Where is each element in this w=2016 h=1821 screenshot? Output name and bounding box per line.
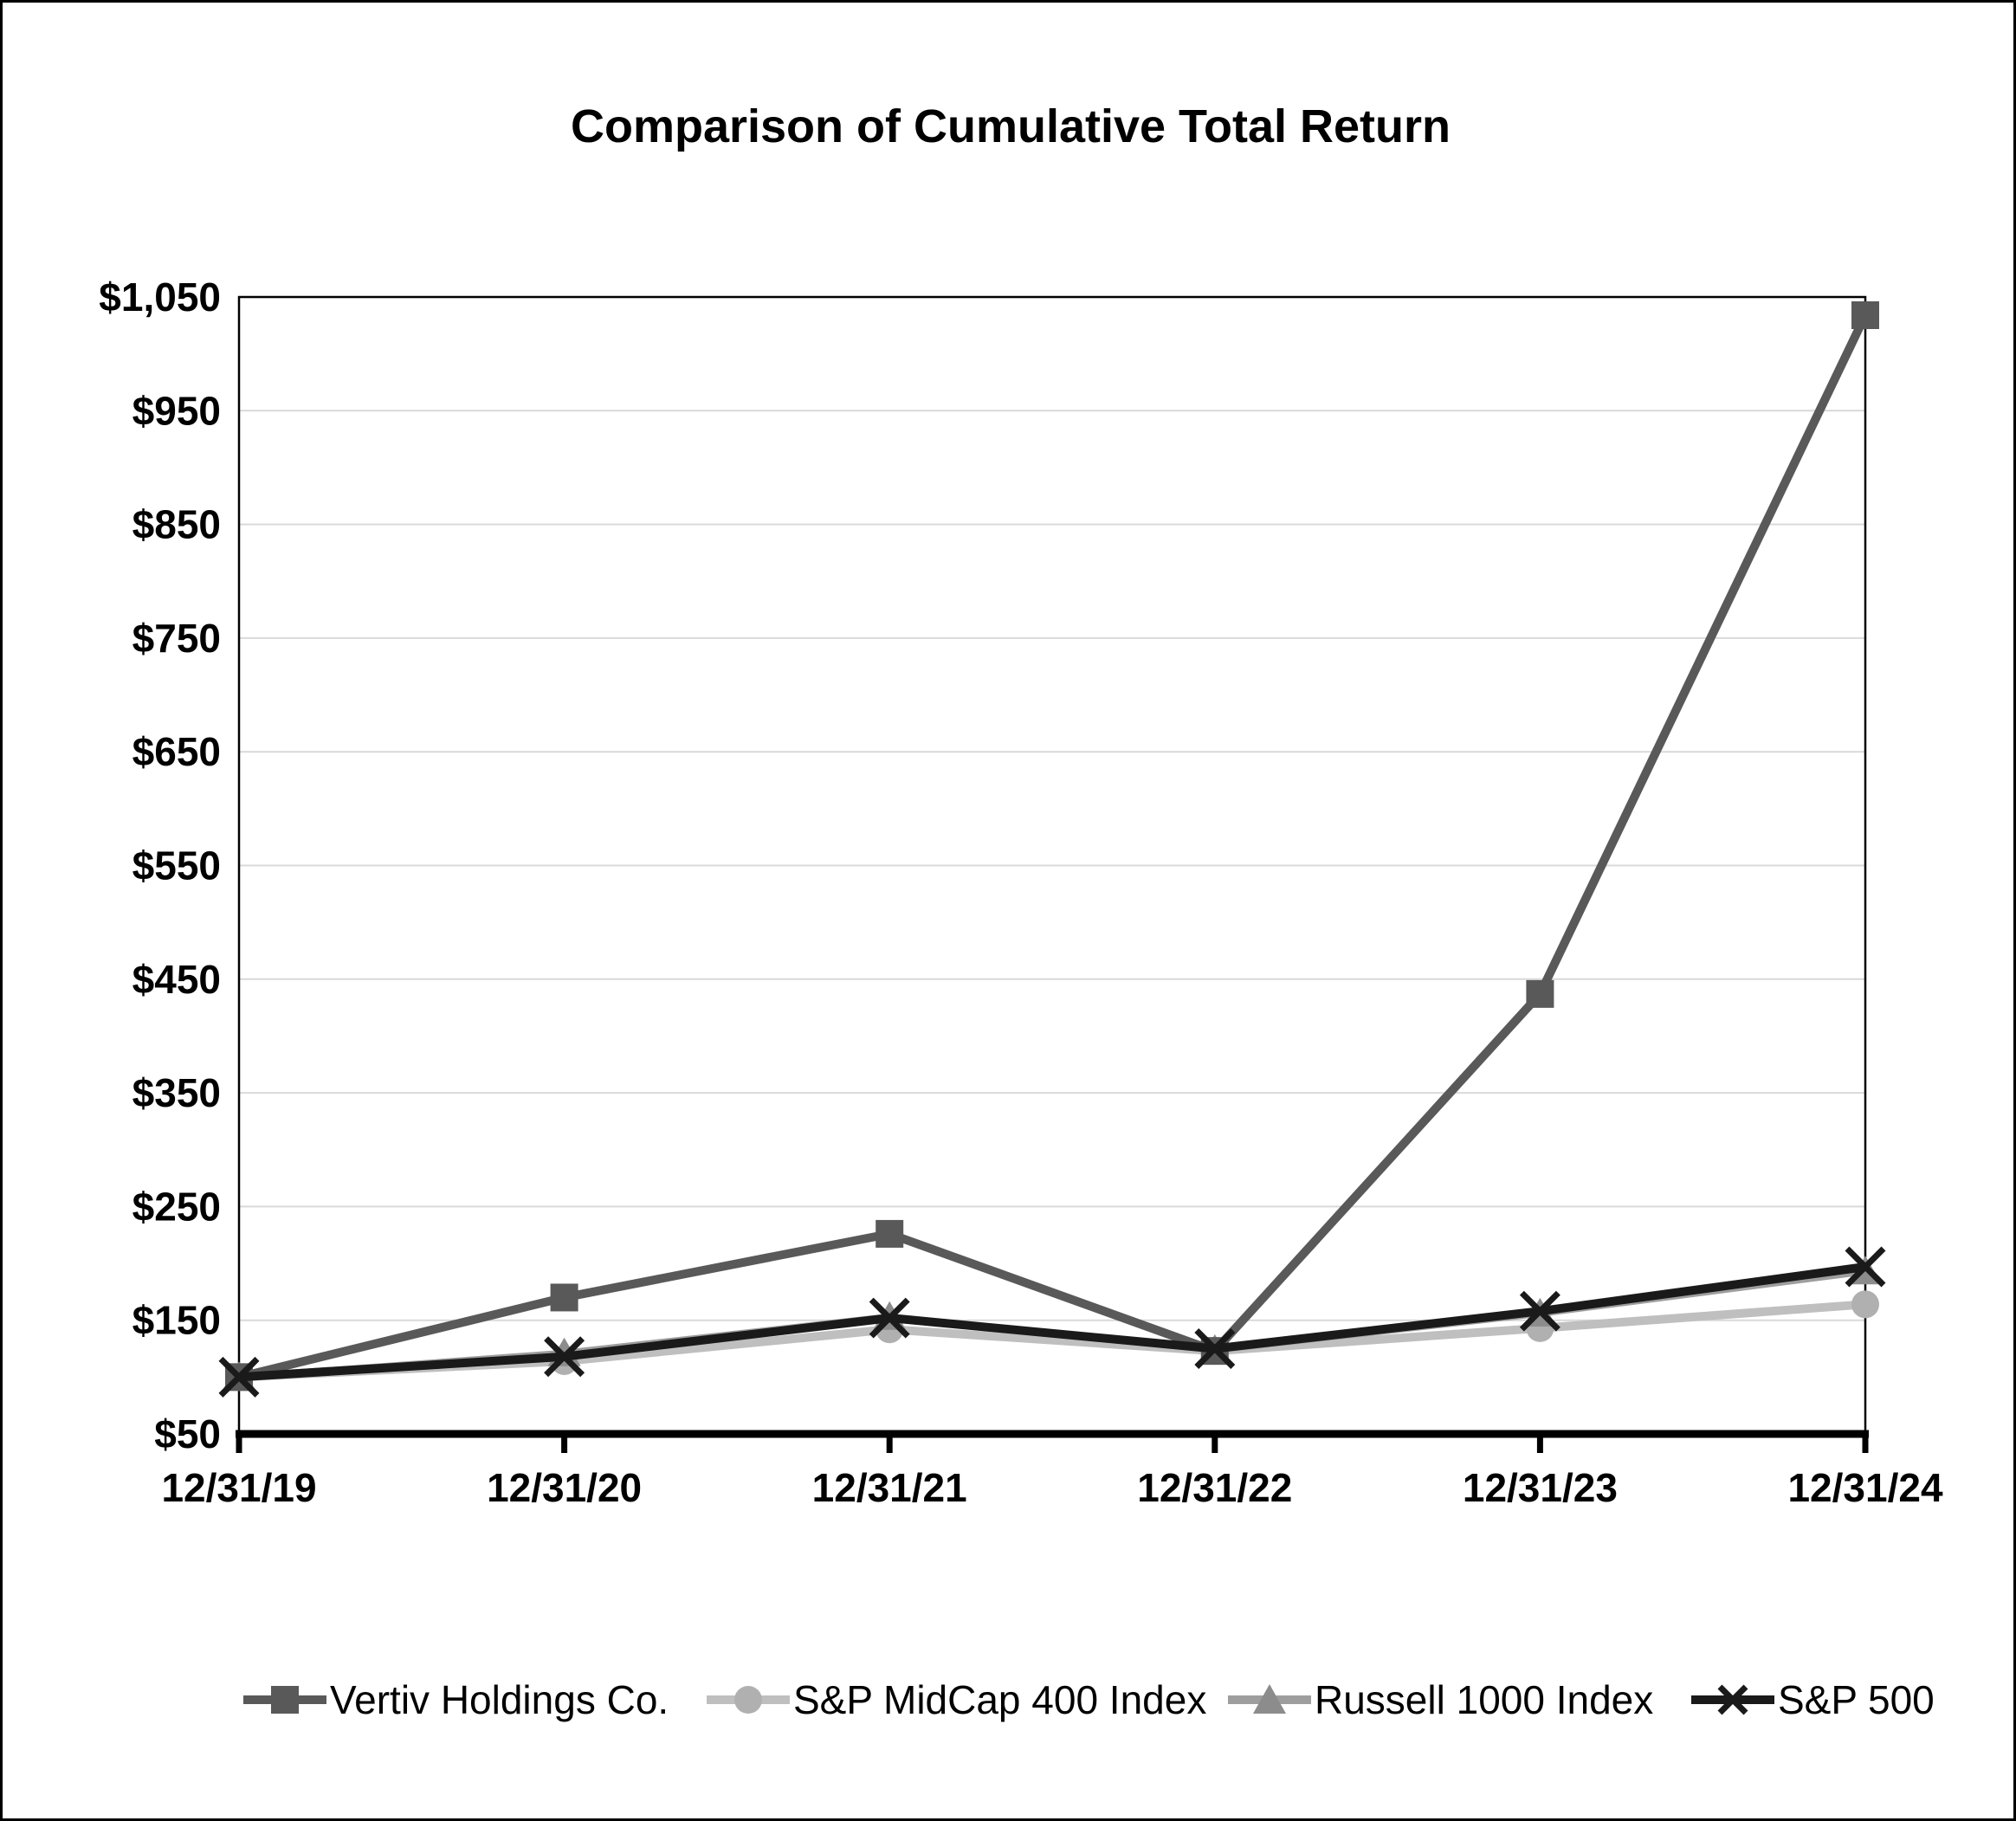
- square-marker-icon: [1851, 301, 1879, 330]
- y-axis-tick-label: $1,050: [99, 274, 221, 320]
- triangle-marker-icon: [1228, 1684, 1311, 1714]
- y-axis-tick-label: $50: [154, 1411, 221, 1456]
- y-axis-tick-label: $450: [132, 957, 221, 1002]
- circle-marker-icon: [707, 1686, 790, 1714]
- y-axis-tick-label: $150: [132, 1298, 221, 1343]
- y-axis-tick-label: $350: [132, 1070, 221, 1115]
- x-marker-icon: [1691, 1684, 1774, 1715]
- legend-label: Russell 1000 Index: [1315, 1677, 1654, 1722]
- square-marker-icon: [876, 1219, 904, 1248]
- legend-item-sp-midcap-400: S&P MidCap 400 Index: [707, 1672, 1206, 1727]
- x-axis-tick-label: 12/31/21: [812, 1465, 967, 1510]
- x-marker-icon: [869, 1297, 910, 1339]
- x-marker-icon: [1194, 1328, 1236, 1370]
- square-marker-icon: [1526, 979, 1554, 1008]
- x-axis-tick-label: 12/31/22: [1137, 1465, 1292, 1510]
- legend-item-vertiv: Vertiv Holdings Co.: [243, 1672, 669, 1727]
- y-axis-tick-label: $250: [132, 1184, 221, 1229]
- y-axis-tick-label: $950: [132, 388, 221, 433]
- x-marker-icon: [218, 1356, 260, 1398]
- y-axis-tick-label: $850: [132, 502, 221, 547]
- x-axis-tick-label: 12/31/24: [1787, 1465, 1942, 1510]
- circle-marker-icon: [1851, 1290, 1879, 1319]
- x-marker-icon: [1519, 1290, 1560, 1332]
- series-line-vertiv-holdings-co-: [237, 313, 1870, 1382]
- chart-title: Comparison of Cumulative Total Return: [570, 100, 1451, 152]
- y-axis-tick-label: $650: [132, 729, 221, 774]
- series-line-s-p-500: [238, 1262, 1866, 1382]
- x-axis-tick-label: 12/31/23: [1463, 1465, 1618, 1510]
- x-axis-tick-label: 12/31/20: [487, 1465, 642, 1510]
- x-marker-icon: [544, 1336, 585, 1378]
- legend-item-sp-500: S&P 500: [1691, 1672, 1935, 1727]
- legend-label: S&P MidCap 400 Index: [793, 1677, 1207, 1722]
- y-axis-tick-label: $550: [132, 843, 221, 888]
- legend-item-russell-1000: Russell 1000 Index: [1228, 1672, 1653, 1727]
- y-axis-tick-label: $750: [132, 616, 221, 661]
- legend-label: Vertiv Holdings Co.: [330, 1677, 669, 1722]
- square-marker-icon: [550, 1283, 578, 1312]
- chart-plot: $50 $150 $250 $350 $450 $550 $650 $750 $850 $950 $…: [99, 274, 1943, 1510]
- legend-label: S&P 500: [1778, 1677, 1935, 1722]
- chart-legend: Vertiv Holdings Co. S&P MidCap 400 Index…: [3, 1672, 2013, 1733]
- square-marker-icon: [243, 1686, 326, 1714]
- x-marker-icon: [1845, 1246, 1886, 1288]
- x-axis-tick-label: 12/31/19: [161, 1465, 316, 1510]
